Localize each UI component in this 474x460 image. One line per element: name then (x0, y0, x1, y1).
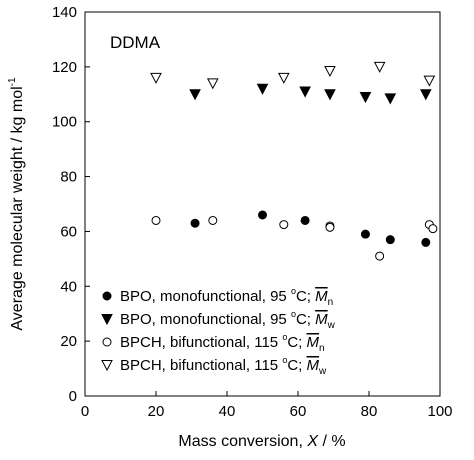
legend-entry-1: BPO, monofunctional, 95 oC; Mn (120, 286, 333, 308)
data-point-series-2 (359, 92, 372, 104)
data-point-series-3 (375, 251, 385, 261)
data-point-series-1 (421, 237, 431, 247)
data-point-series-1 (360, 229, 370, 239)
x-tick-label: 20 (148, 403, 165, 420)
legend-marker-4 (101, 360, 113, 372)
x-tick-label: 0 (81, 403, 89, 420)
data-point-series-3 (151, 215, 161, 225)
x-axis-title: Mass conversion, X / % (178, 433, 345, 450)
y-tick-label: 60 (60, 223, 77, 240)
data-point-series-3 (325, 222, 335, 232)
legend-marker-1 (102, 291, 112, 301)
x-axis-title-main: Mass conversion, (178, 433, 307, 450)
data-point-series-4 (373, 61, 386, 73)
data-point-series-3 (279, 220, 289, 230)
data-point-series-4 (277, 72, 290, 84)
plot-frame (84, 11, 441, 397)
y-axis-title: Average molecular weight / kg mol-1 (7, 77, 26, 331)
y-tick-label: 40 (60, 278, 77, 295)
legend-marker-2 (101, 314, 113, 326)
legend-entry-3: BPCH, bifunctional, 115 oC; Mn (120, 332, 325, 354)
x-axis-ticks: 0 20 40 60 80 100 (81, 391, 453, 420)
y-tick-label: 120 (52, 59, 77, 76)
data-point-series-2 (256, 83, 269, 95)
data-point-series-4 (206, 78, 219, 90)
legend-marker-3 (102, 337, 112, 347)
data-markers (150, 61, 438, 261)
x-axis-title-variable: X (306, 433, 319, 450)
data-point-series-3 (428, 224, 438, 234)
data-point-series-2 (419, 89, 432, 101)
data-point-series-4 (423, 75, 436, 87)
y-axis-ticks: 0 20 40 60 80 100 120 140 (52, 4, 90, 405)
legend-entry-2: BPO, monofunctional, 95 oC; Mw (120, 309, 336, 331)
data-point-series-2 (384, 93, 397, 105)
legend-entry-4: BPCH, bifunctional, 115 oC; Mw (120, 355, 327, 377)
data-point-series-4 (150, 72, 162, 84)
data-point-series-3 (208, 215, 218, 225)
y-axis-title-main: Average molecular weight / kg mol (9, 86, 26, 330)
data-point-series-1 (300, 215, 310, 225)
y-tick-label: 100 (52, 114, 77, 131)
data-point-series-2 (299, 86, 311, 98)
x-tick-label: 100 (427, 403, 452, 420)
data-point-series-1 (258, 210, 267, 220)
y-tick-label: 0 (69, 388, 77, 405)
y-tick-label: 140 (52, 4, 77, 21)
y-axis-title-exponent: -1 (7, 77, 18, 86)
data-point-series-1 (385, 235, 395, 245)
x-tick-label: 40 (219, 403, 236, 420)
x-tick-label: 60 (290, 403, 307, 420)
data-point-series-2 (189, 89, 201, 101)
data-point-series-4 (324, 65, 336, 78)
data-point-series-1 (190, 218, 200, 228)
chart-annotation: DDMA (110, 33, 161, 52)
x-tick-label: 80 (361, 403, 378, 420)
y-tick-label: 20 (60, 333, 77, 350)
x-axis-title-unit: / % (318, 433, 346, 450)
y-tick-label: 80 (60, 169, 77, 186)
data-point-series-2 (324, 89, 336, 101)
